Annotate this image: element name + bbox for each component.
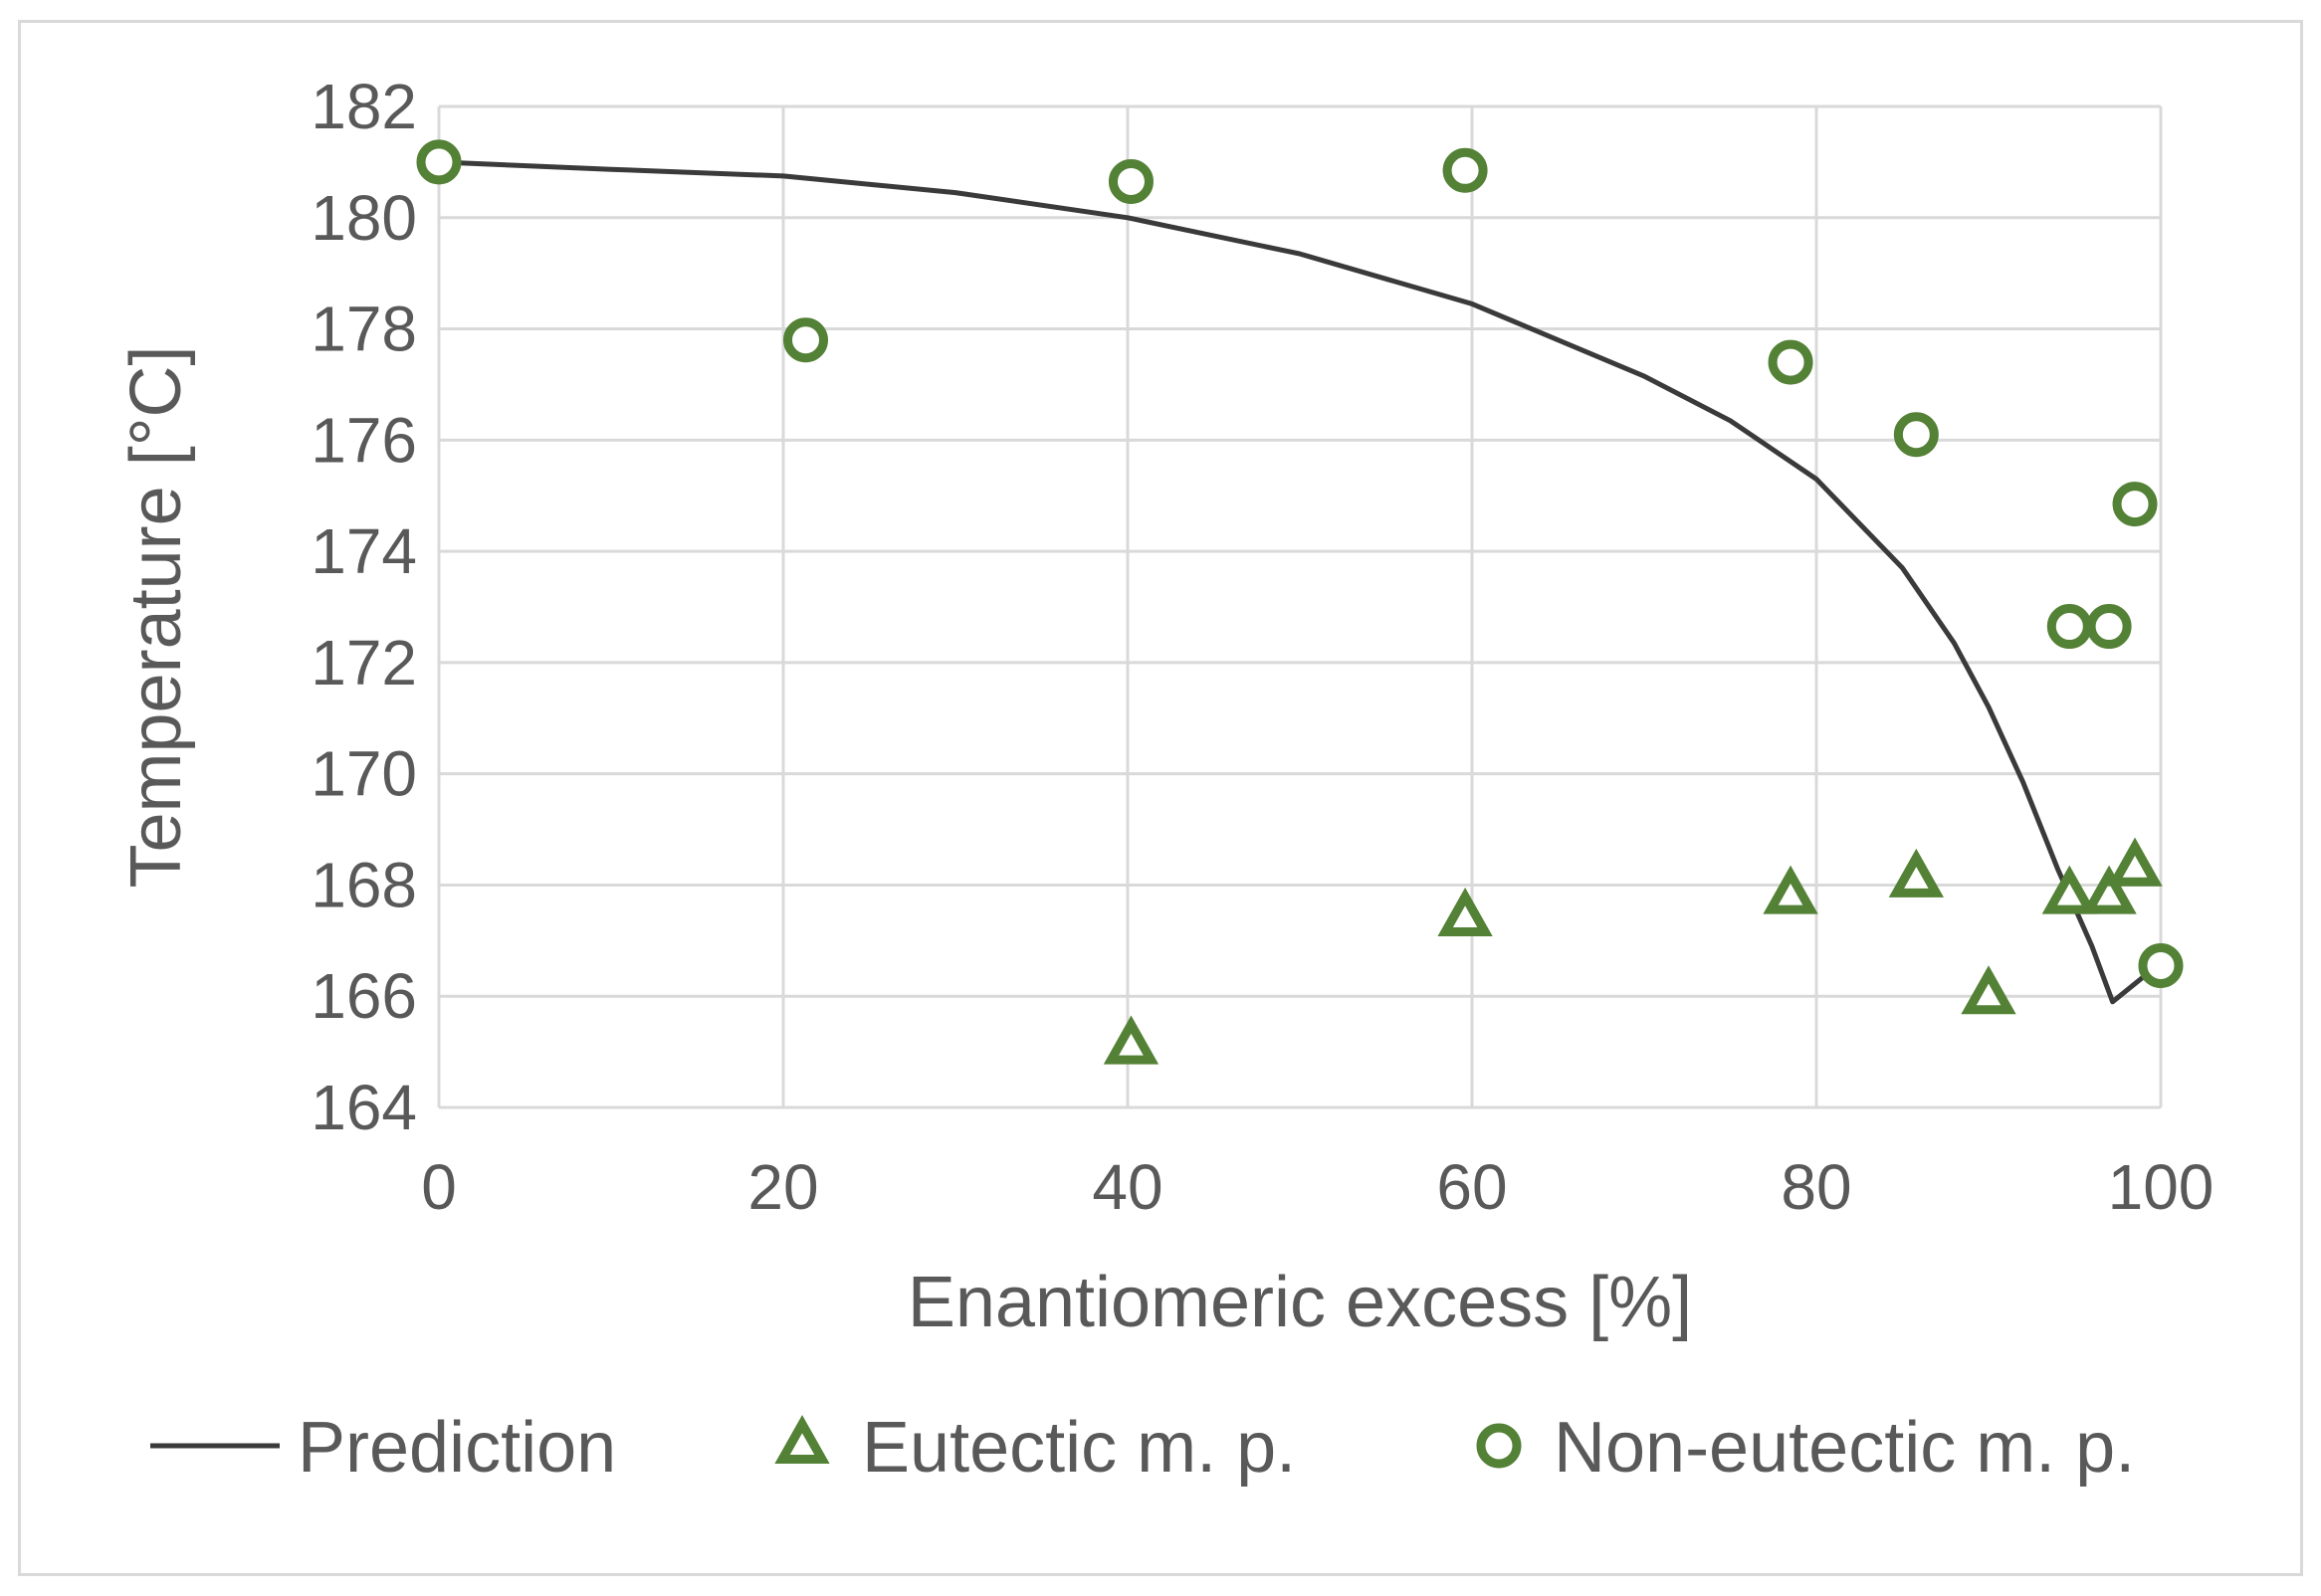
non-eutectic-point: [1768, 339, 1813, 385]
x-tick-label: 20: [747, 1151, 818, 1223]
chart: 164 166 168 170 172 174 176 178 180 182 0 20 40 60 80 1…: [116, 71, 2214, 1488]
y-axis-title: Temperature [°C]: [116, 346, 196, 889]
legend-label: Prediction: [298, 1408, 616, 1488]
y-tick-label: 176: [311, 404, 417, 476]
non-eutectic-point: [2046, 604, 2092, 650]
non-eutectic-point: [782, 317, 828, 363]
y-tick-label: 178: [311, 294, 417, 365]
non-eutectic-point: [2112, 482, 2158, 527]
tick-labels: 164 166 168 170 172 174 176 178 180 182 0 20 40 60 80 1…: [311, 71, 2214, 1223]
non-eutectic-point: [1108, 158, 1154, 204]
grid: [437, 104, 2163, 1109]
legend-label: Non-eutectic m. p.: [1554, 1408, 2135, 1488]
legend-item-non-eutectic-m-p-: Non-eutectic m. p.: [1476, 1408, 2135, 1488]
legend-item-eutectic-m-p-: Eutectic m. p.: [774, 1408, 1296, 1488]
legend-item-prediction: Prediction: [150, 1408, 616, 1488]
eutectic-point: [1763, 865, 1818, 914]
y-tick-label: 168: [311, 849, 417, 920]
eutectic-point: [1103, 1015, 1160, 1065]
non-eutectic-point: [416, 139, 462, 185]
x-tick-label: 60: [1436, 1151, 1507, 1223]
legend-label: Eutectic m. p.: [862, 1408, 1296, 1488]
eutectic-point: [1437, 887, 1493, 937]
y-tick-label: 172: [311, 627, 417, 698]
x-tick-label: 100: [2108, 1151, 2215, 1223]
eutectic-point: [1888, 848, 1944, 898]
series-non-eutectic-m-p-: [416, 139, 2184, 988]
x-tick-label: 0: [421, 1151, 457, 1223]
non-eutectic-point: [2086, 604, 2132, 650]
chart-frame: 164 166 168 170 172 174 176 178 180 182 0 20 40 60 80 1…: [18, 20, 2303, 1576]
y-tick-label: 164: [311, 1072, 417, 1143]
legend-triangle-swatch: [774, 1414, 830, 1465]
legend: Prediction Eutectic m. p. Non-eutectic m. …: [150, 1408, 2135, 1488]
eutectic-point: [2081, 865, 2137, 914]
y-tick-label: 180: [311, 182, 417, 254]
non-eutectic-point: [2138, 942, 2184, 988]
x-axis-title: Enantiomeric excess [%]: [908, 1263, 1692, 1342]
eutectic-point: [2041, 865, 2097, 914]
legend-circle-swatch: [1476, 1423, 1522, 1469]
y-tick-label: 170: [311, 738, 417, 810]
y-tick-label: 166: [311, 960, 417, 1032]
eutectic-point: [1961, 965, 2016, 1015]
x-tick-label: 80: [1781, 1151, 1851, 1223]
series: [416, 139, 2184, 1065]
non-eutectic-point: [1893, 412, 1939, 458]
y-tick-label: 174: [311, 515, 417, 587]
x-tick-label: 40: [1092, 1151, 1162, 1223]
eutectic-point: [2107, 837, 2163, 887]
series-eutectic-m-p-: [1103, 837, 2163, 1065]
non-eutectic-point: [1442, 147, 1488, 193]
y-tick-label: 182: [311, 71, 417, 142]
